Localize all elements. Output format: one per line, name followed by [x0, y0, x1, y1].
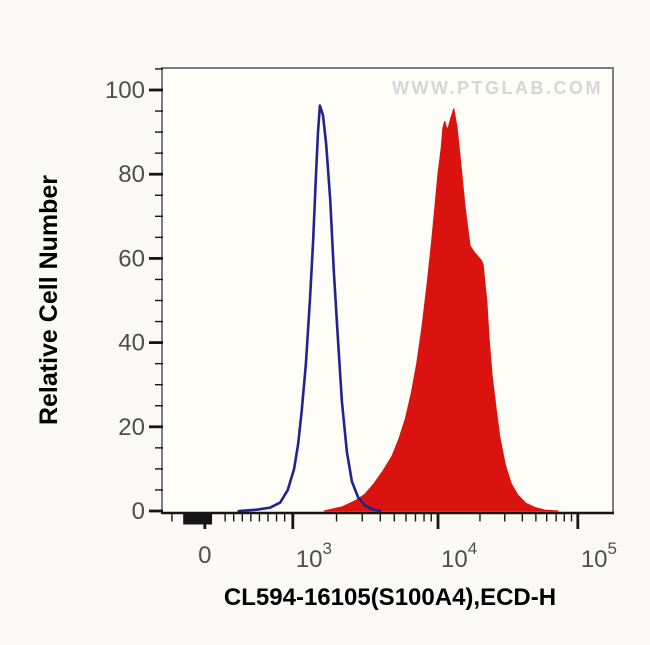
x-tick-label: 0 — [198, 542, 211, 569]
y-tick-label: 0 — [132, 498, 145, 525]
y-tick-label: 60 — [118, 245, 145, 272]
x-tick-cluster-band — [183, 514, 213, 525]
red-filled-sample-curve — [323, 108, 559, 512]
y-axis-title: Relative Cell Number — [35, 175, 63, 425]
plot-area-background — [162, 68, 613, 513]
blue-outline-control-curve — [237, 104, 382, 513]
y-tick-label: 40 — [118, 330, 145, 357]
histogram-layer — [237, 104, 559, 513]
x-axis-title: CL594-16105(S100A4),ECD-H — [224, 584, 556, 611]
y-tick-label: 20 — [118, 414, 145, 441]
y-tick-label: 100 — [105, 77, 145, 104]
y-tick-label: 80 — [118, 161, 145, 188]
watermark: WWW.PTGLAB.COM — [392, 78, 603, 98]
